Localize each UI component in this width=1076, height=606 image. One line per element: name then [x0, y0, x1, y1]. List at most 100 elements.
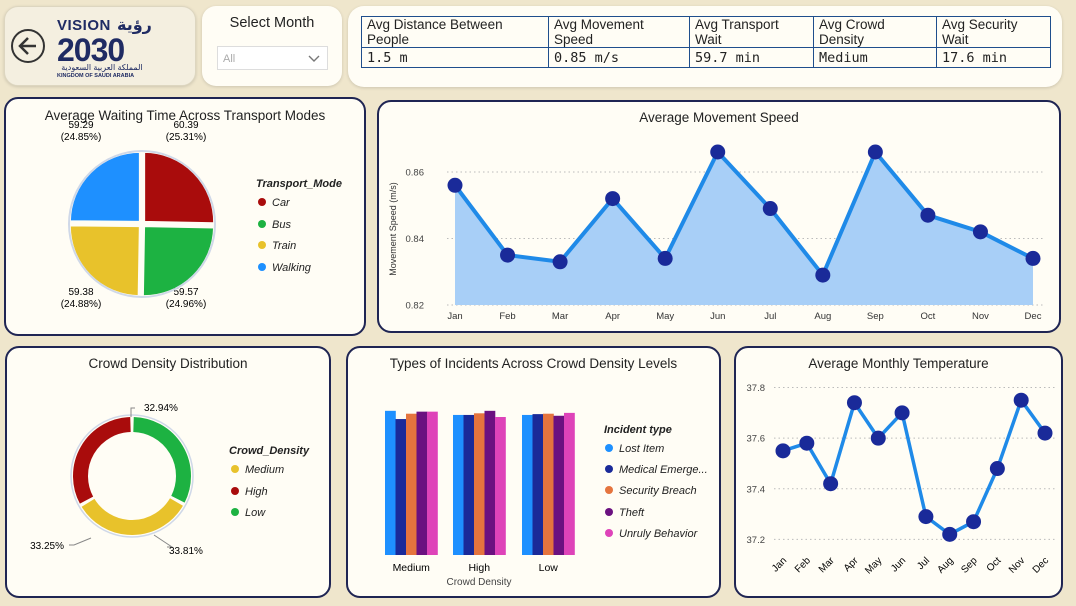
data-point[interactable]: [500, 247, 516, 263]
transport-legend-item[interactable]: Bus: [258, 219, 291, 231]
bar[interactable]: [474, 413, 485, 555]
transport-chart-title: Average Waiting Time Across Transport Mo…: [44, 108, 326, 123]
data-point[interactable]: [894, 405, 910, 421]
density-legend-item[interactable]: Medium: [231, 464, 284, 476]
data-point[interactable]: [799, 435, 815, 451]
pie-slice[interactable]: [141, 225, 216, 298]
bar[interactable]: [484, 410, 496, 555]
y-tick-label: 37.2: [747, 535, 766, 546]
data-point[interactable]: [846, 395, 862, 411]
month-slicer-title: Select Month: [229, 15, 315, 31]
bar[interactable]: [522, 414, 533, 555]
kpi-value: Medium: [813, 47, 937, 68]
data-point[interactable]: [447, 177, 463, 193]
bar[interactable]: [553, 415, 565, 555]
pie-data-label: (25.31%): [166, 132, 207, 143]
transport-legend-item[interactable]: Walking: [258, 262, 311, 274]
logo-card: VISION رؤية 2030 المملكة العربية السعودي…: [4, 6, 196, 86]
data-point[interactable]: [605, 191, 621, 207]
pie-slice[interactable]: [68, 150, 141, 223]
legend-dot: [605, 486, 613, 495]
kpi-header: Avg Transport Wait: [689, 16, 814, 48]
speed-chart-title: Average Movement Speed: [639, 110, 799, 125]
data-point[interactable]: [920, 207, 936, 223]
x-tick-label: Jul: [764, 311, 776, 322]
data-point[interactable]: [918, 509, 934, 525]
pie-data-label: (24.88%): [61, 299, 102, 310]
incident-legend-item[interactable]: Security Breach: [605, 485, 697, 497]
speed-line: [453, 150, 1034, 278]
density-legend-item[interactable]: High: [231, 486, 268, 498]
transport-legend-item[interactable]: Car: [258, 197, 290, 209]
pie-outline: [68, 150, 216, 298]
incident-legend-item[interactable]: Medical Emerge...: [605, 464, 708, 476]
legend-label: Medium: [245, 464, 285, 476]
legend-dot: [231, 508, 239, 516]
pie-data-label: (24.96%): [166, 299, 207, 310]
incident-legend-item[interactable]: Unruly Behavior: [605, 528, 697, 540]
pie-slice[interactable]: [143, 150, 216, 225]
bar[interactable]: [427, 411, 438, 555]
legend-label: High: [245, 485, 268, 498]
data-point[interactable]: [552, 254, 568, 270]
donut-data-label: 33.25%: [30, 541, 64, 552]
data-point[interactable]: [657, 250, 673, 266]
legend-label: Unruly Behavior: [619, 527, 698, 540]
pie-data-label: 59.57: [173, 287, 198, 298]
pie-data-label: 60.39: [173, 120, 198, 131]
donut-segment[interactable]: [73, 417, 132, 504]
density-legend-item[interactable]: Low: [231, 507, 265, 519]
data-point[interactable]: [1037, 425, 1053, 441]
bar[interactable]: [532, 414, 544, 555]
legend-dot: [605, 444, 613, 452]
bar[interactable]: [395, 419, 407, 555]
density-legend-title: Crowd_Density: [229, 445, 310, 457]
logo-arabic-word: رؤية: [117, 17, 152, 34]
logo-vision-text: VISION: [57, 17, 111, 34]
bar[interactable]: [453, 414, 464, 555]
x-tick-label: Apr: [842, 555, 861, 574]
data-point[interactable]: [1025, 250, 1041, 266]
donut-segment[interactable]: [132, 417, 191, 503]
kpi-value: 17.6 min: [936, 47, 1051, 68]
y-tick-label: 37.8: [747, 383, 766, 394]
data-point[interactable]: [942, 526, 958, 542]
data-point[interactable]: [1013, 392, 1029, 408]
y-tick-label: 37.4: [747, 484, 766, 495]
month-dropdown[interactable]: All: [217, 46, 328, 70]
back-button[interactable]: [11, 29, 45, 63]
donut-segment[interactable]: [81, 497, 183, 535]
x-tick-label: Aug: [935, 555, 955, 575]
y-tick-label: 0.86: [406, 167, 425, 178]
bar[interactable]: [416, 411, 428, 555]
bar[interactable]: [463, 414, 475, 555]
incident-legend-item[interactable]: Lost Item: [605, 443, 664, 455]
data-point[interactable]: [775, 443, 791, 459]
data-point[interactable]: [867, 144, 883, 160]
data-point[interactable]: [972, 224, 988, 240]
data-point[interactable]: [815, 267, 831, 283]
incidents-legend-title: Incident type: [604, 424, 672, 436]
bar[interactable]: [495, 417, 506, 555]
bar[interactable]: [385, 410, 396, 555]
kpi-card: Avg Distance Between People Avg Movement…: [348, 6, 1062, 87]
x-tick-label: Feb: [793, 555, 813, 575]
x-tick-label: Jun: [889, 555, 908, 574]
pie-slice[interactable]: [68, 224, 141, 298]
incident-legend-item[interactable]: Theft: [605, 507, 644, 519]
data-point[interactable]: [823, 476, 839, 492]
data-point[interactable]: [762, 201, 778, 217]
leader-line: [69, 537, 92, 546]
data-point[interactable]: [966, 514, 982, 530]
transport-legend-item[interactable]: Train: [258, 240, 296, 252]
kpi-header: Avg Distance Between People: [361, 16, 549, 48]
y-tick-label: 37.6: [747, 434, 766, 445]
x-tick-label: Jan: [447, 311, 462, 322]
x-tick-label: Jan: [770, 555, 789, 574]
data-point[interactable]: [870, 430, 886, 446]
data-point[interactable]: [989, 461, 1005, 477]
bar[interactable]: [564, 412, 575, 555]
data-point[interactable]: [710, 144, 726, 160]
bar[interactable]: [543, 413, 554, 555]
bar[interactable]: [406, 413, 417, 555]
